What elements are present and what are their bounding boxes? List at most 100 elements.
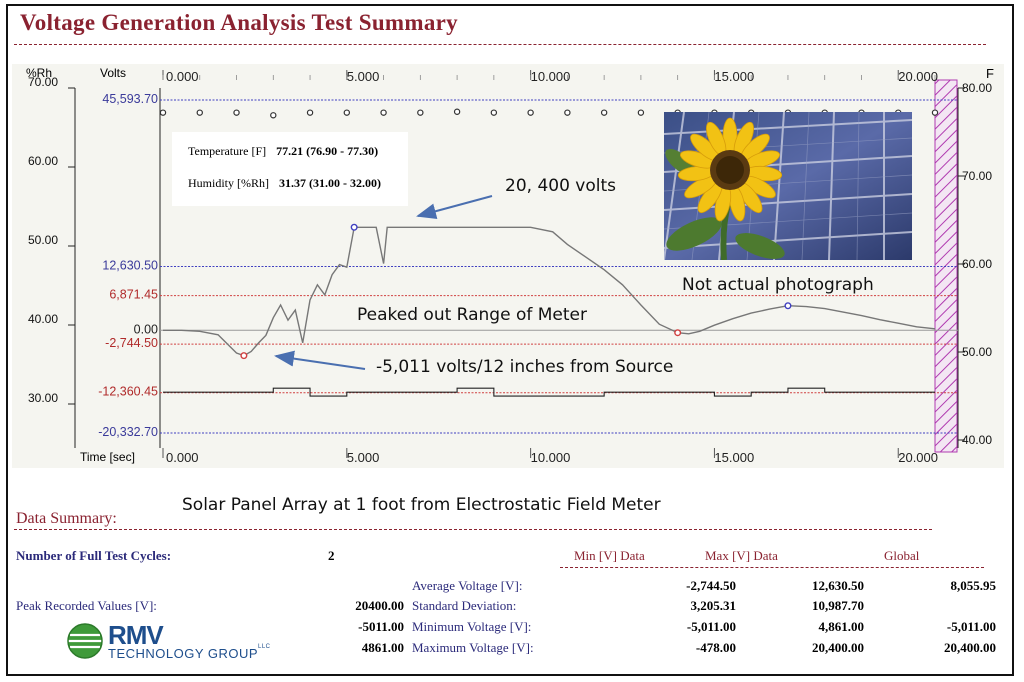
sunflower-solar-panel-image (664, 112, 912, 260)
max-cell: 10,987.70 (812, 598, 864, 613)
temperature-point (343, 109, 351, 116)
peak-cell: 20400.00 (355, 598, 404, 613)
rh-tick-label: 70.00 (28, 75, 58, 89)
min-cell: -2,744.50 (686, 578, 736, 593)
stat-label: Maximum Voltage [V]: (412, 640, 534, 655)
temperature-point (233, 109, 240, 116)
extreme-value-marker (784, 302, 792, 310)
humidity-label: Humidity [%Rh] (188, 176, 269, 190)
col-max-header: Max [V] Data (705, 548, 778, 563)
globe-icon (67, 623, 103, 659)
cycles-label: Number of Full Test Cycles: (16, 548, 172, 563)
time-tick-label-top: 10.000 (531, 69, 571, 84)
time-axis-label: Time [sec] (80, 450, 135, 464)
temperature-value: 77.21 (76.90 - 77.30) (276, 144, 379, 158)
reference-line-label: 12,630.50 (102, 259, 158, 273)
rh-tick-label: 50.00 (28, 233, 58, 247)
f-tick-label: 50.00 (962, 345, 992, 359)
col-min-header: Min [V] Data (574, 548, 645, 563)
rh-tick-label: 40.00 (28, 312, 58, 326)
title-divider (14, 44, 986, 45)
extreme-value-marker (350, 223, 358, 231)
humidity-series-line (163, 387, 935, 397)
temperature-point (417, 109, 424, 116)
volts-axis-label: Volts (100, 66, 127, 80)
extreme-value-marker (240, 352, 248, 360)
columns-divider (560, 567, 984, 568)
reference-line-label: 0.00 (134, 322, 158, 336)
global-cell: 8,055.95 (950, 578, 997, 593)
peak-cell: 4861.00 (361, 640, 404, 655)
time-tick-label-bottom: 15.000 (714, 450, 754, 465)
max-cell: 20,400.00 (812, 640, 864, 655)
temperature-point (306, 109, 314, 116)
time-tick-label-top: 15.000 (714, 69, 754, 84)
rh-tick-label: 60.00 (28, 154, 58, 168)
temperature-point (490, 109, 498, 116)
temperature-point (600, 109, 608, 116)
data-summary-divider (14, 529, 932, 530)
temperature-point (453, 108, 461, 115)
reference-line-label: -2,744.50 (105, 336, 158, 350)
low-arrow (274, 350, 366, 370)
range-annotation: Peaked out Range of Meter (357, 305, 587, 325)
logo-tagline: TECHNOLOGY GROUP (108, 646, 259, 661)
f-tick-label: 60.00 (962, 257, 992, 271)
max-cell: 4,861.00 (818, 619, 865, 634)
time-tick-label-bottom: 0.000 (166, 450, 199, 465)
company-logo: RMV TECHNOLOGY GROUP LLC (66, 620, 276, 662)
f-tick-label: 40.00 (962, 433, 992, 447)
conditions-box: Temperature [F] 77.21 (76.90 - 77.30) Hum… (172, 132, 408, 206)
global-cell: 20,400.00 (944, 640, 996, 655)
chart-subtitle: Solar Panel Array at 1 foot from Electro… (182, 495, 661, 515)
f-axis-label: F (986, 66, 994, 81)
temperature-point (527, 109, 534, 116)
time-tick-label-top: 0.000 (166, 69, 199, 84)
cycles-value: 2 (328, 548, 335, 563)
reference-line-label: 45,593.70 (102, 92, 158, 106)
time-tick-label-top: 20.000 (898, 69, 938, 84)
temperature-point (380, 109, 387, 116)
f-tick-label: 80.00 (962, 81, 992, 95)
temperature-point (564, 109, 571, 116)
temperature-point (637, 109, 645, 116)
rh-axis-label: %Rh (26, 66, 53, 80)
temperature-point (159, 109, 167, 116)
time-tick-label-bottom: 20.000 (898, 450, 938, 465)
low-annotation: -5,011 volts/12 inches from Source (376, 357, 674, 377)
peak-values-label: Peak Recorded Values [V]: (16, 598, 157, 613)
stat-label: Standard Deviation: (412, 598, 517, 613)
rh-tick-label: 30.00 (28, 391, 58, 405)
voltage-series-line (163, 226, 936, 357)
temperature-label: Temperature [F] (188, 144, 267, 158)
photo-note: Not actual photograph (682, 275, 874, 295)
page-title: Voltage Generation Analysis Test Summary (20, 10, 458, 35)
min-cell: -5,011.00 (686, 619, 736, 634)
global-cell: -5,011.00 (946, 619, 996, 634)
f-tick-label: 70.00 (962, 169, 992, 183)
stat-label: Minimum Voltage [V]: (412, 619, 532, 634)
logo-name: RMV (108, 620, 164, 650)
reference-line-label: -12,360.45 (98, 385, 158, 399)
peak-annotation: 20, 400 volts (505, 176, 616, 196)
time-tick-label-bottom: 5.000 (347, 450, 380, 465)
temperature-point (931, 109, 939, 116)
max-cell: 12,630.50 (812, 578, 864, 593)
peak-arrow (416, 195, 493, 220)
temperature-point (196, 109, 203, 116)
time-tick-label-bottom: 10.000 (531, 450, 571, 465)
logo-suffix: LLC (258, 644, 271, 650)
reference-line-label: 6,871.45 (109, 288, 158, 302)
data-summary-title: Data Summary: (16, 510, 117, 527)
extreme-value-marker (674, 329, 682, 337)
col-global-header: Global (884, 548, 920, 563)
min-cell: 3,205.31 (690, 598, 737, 613)
stat-label: Average Voltage [V]: (412, 578, 523, 593)
humidity-value: 31.37 (31.00 - 32.00) (279, 176, 381, 190)
reference-line-label: -20,332.70 (98, 425, 158, 439)
peak-cell: -5011.00 (358, 619, 404, 634)
temperature-point (270, 112, 277, 119)
time-tick-label-top: 5.000 (347, 69, 380, 84)
min-cell: -478.00 (695, 640, 736, 655)
